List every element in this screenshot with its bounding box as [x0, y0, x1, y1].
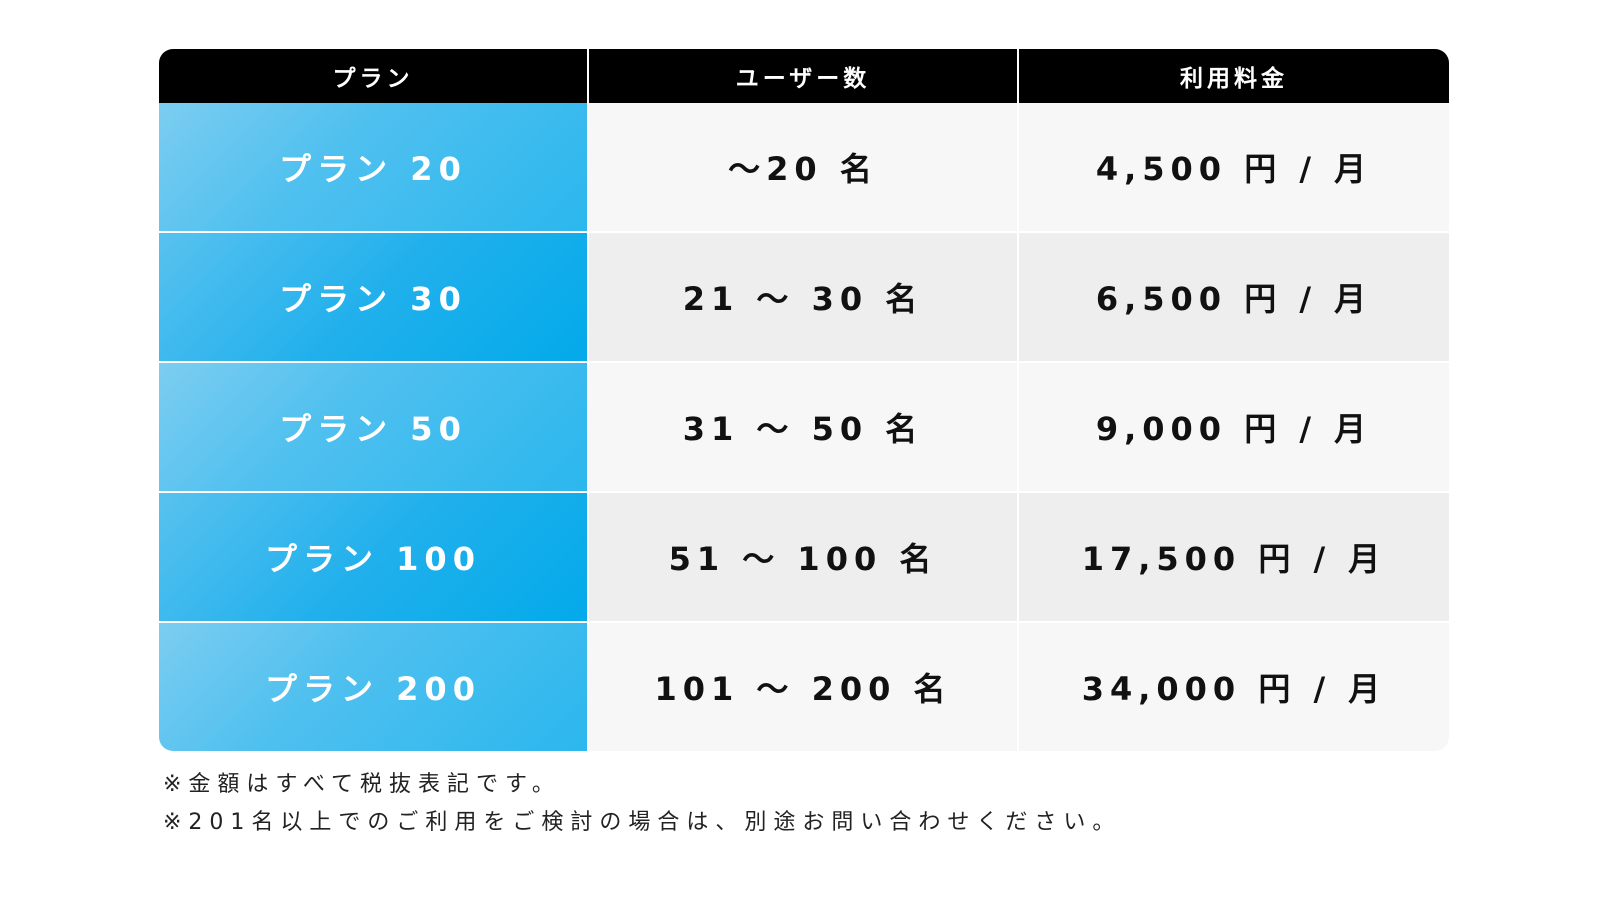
header-users: ユーザー数	[589, 49, 1017, 103]
user-count-cell: ～20 名	[589, 103, 1017, 231]
price-cell: 6,500 円 / 月	[1019, 233, 1449, 361]
header-divider	[1017, 49, 1019, 103]
price-cell: 4,500 円 / 月	[1019, 103, 1449, 231]
price-cell: 34,000 円 / 月	[1019, 623, 1449, 751]
column-divider	[1017, 363, 1019, 491]
plan-name-cell: プラン 50	[159, 363, 587, 491]
footnotes: ※金額はすべて税抜表記です。 ※201名以上でのご利用をご検討の場合は、別途お問…	[163, 766, 1121, 842]
header-divider	[587, 49, 589, 103]
column-divider	[587, 233, 589, 361]
column-divider	[587, 103, 589, 231]
price-cell: 17,500 円 / 月	[1019, 493, 1449, 621]
pricing-table: プラン ユーザー数 利用料金 プラン 20 ～20 名 4,500 円 / 月 …	[159, 49, 1449, 751]
column-divider	[1017, 103, 1019, 231]
header-price: 利用料金	[1019, 49, 1449, 103]
header-plan: プラン	[159, 49, 587, 103]
plan-name-cell: プラン 30	[159, 233, 587, 361]
contact-note: ※201名以上でのご利用をご検討の場合は、別途お問い合わせください。	[163, 810, 1122, 835]
plan-name-cell: プラン 20	[159, 103, 587, 231]
column-divider	[1017, 493, 1019, 621]
plan-name-cell: プラン 100	[159, 493, 587, 621]
user-count-cell: 101 ～ 200 名	[589, 623, 1017, 751]
user-count-cell: 51 ～ 100 名	[589, 493, 1017, 621]
column-divider	[587, 363, 589, 491]
row-divider	[159, 361, 1449, 363]
user-count-cell: 21 ～ 30 名	[589, 233, 1017, 361]
user-count-cell: 31 ～ 50 名	[589, 363, 1017, 491]
column-divider	[587, 623, 589, 751]
row-divider	[159, 491, 1449, 493]
price-cell: 9,000 円 / 月	[1019, 363, 1449, 491]
row-divider	[159, 231, 1449, 233]
tax-note: ※金額はすべて税抜表記です。	[163, 772, 561, 797]
plan-name-cell: プラン 200	[159, 623, 587, 751]
column-divider	[1017, 233, 1019, 361]
column-divider	[1017, 623, 1019, 751]
column-divider	[587, 493, 589, 621]
row-divider	[159, 621, 1449, 623]
